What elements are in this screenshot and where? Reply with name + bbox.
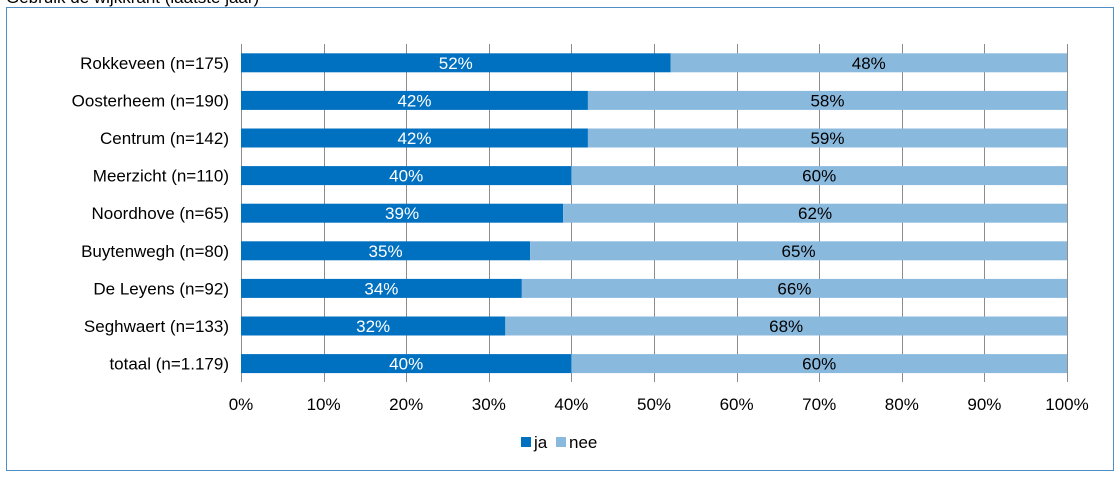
cropped-title-strip: Gebruik de wijkkrant (laatste jaar) — [0, 0, 1119, 8]
category-label: Rokkeveen (n=175) — [80, 54, 229, 73]
data-label-nee: 48% — [852, 54, 886, 73]
x-tick-label: 80% — [885, 395, 919, 414]
bar-ja — [241, 166, 572, 186]
data-label-nee: 58% — [810, 91, 844, 110]
data-label-nee: 60% — [802, 355, 836, 374]
data-label-ja: 40% — [389, 355, 423, 374]
data-label-ja: 52% — [439, 54, 473, 73]
bar-ja — [241, 90, 588, 110]
category-label: Seghwaert (n=133) — [84, 317, 229, 336]
data-label-nee: 62% — [798, 204, 832, 223]
x-tick-label: 30% — [472, 395, 506, 414]
category-label: Buytenwegh (n=80) — [81, 242, 229, 261]
x-tick-label: 60% — [720, 395, 754, 414]
category-label: Centrum (n=142) — [100, 129, 229, 148]
bar-ja — [241, 203, 564, 223]
category-label: Oosterheem (n=190) — [72, 91, 229, 110]
bar-nee — [587, 128, 1067, 148]
x-tick-label: 20% — [389, 395, 423, 414]
bar-ja — [241, 278, 522, 298]
bar-nee — [670, 53, 1067, 73]
legend-label-ja: ja — [533, 433, 548, 452]
x-tick-label: 90% — [967, 395, 1001, 414]
data-label-nee: 59% — [810, 129, 844, 148]
chart-area: Rokkeveen (n=175) 52% 48% Oosterheem (n=190… — [6, 7, 1114, 471]
legend-label-nee: nee — [569, 433, 597, 452]
bar-nee — [530, 241, 1067, 261]
x-tick-label: 40% — [554, 395, 588, 414]
x-tick-label: 100% — [1045, 395, 1088, 414]
x-tick-label: 50% — [637, 395, 671, 414]
bar-ja — [241, 354, 572, 374]
bar-ja — [241, 316, 506, 336]
x-tick-label: 70% — [802, 395, 836, 414]
stacked-bar-chart: Rokkeveen (n=175) 52% 48% Oosterheem (n=190… — [72, 44, 1089, 452]
data-label-nee: 68% — [769, 317, 803, 336]
data-label-nee: 66% — [777, 279, 811, 298]
x-tick-label: 0% — [229, 395, 254, 414]
bar-ja — [241, 241, 531, 261]
bar-nee — [571, 166, 1067, 186]
data-label-ja: 35% — [369, 242, 403, 261]
data-label-ja: 40% — [389, 167, 423, 186]
data-label-ja: 42% — [397, 129, 431, 148]
data-label-ja: 34% — [364, 279, 398, 298]
bar-nee — [505, 316, 1067, 336]
category-label: totaal (n=1.179) — [109, 355, 229, 374]
data-label-nee: 60% — [802, 167, 836, 186]
bar-nee — [587, 90, 1067, 110]
x-tick-label: 10% — [307, 395, 341, 414]
category-label: De Leyens (n=92) — [93, 279, 229, 298]
chart-heading: Gebruik de wijkkrant (laatste jaar) — [6, 0, 259, 8]
category-label: Noordhove (n=65) — [91, 204, 229, 223]
bar-nee — [571, 354, 1067, 374]
bar-nee — [521, 278, 1067, 298]
bar-ja — [241, 53, 671, 73]
data-label-ja: 39% — [385, 204, 419, 223]
bar-ja — [241, 128, 588, 148]
bar-nee — [563, 203, 1067, 223]
data-label-ja: 42% — [397, 91, 431, 110]
legend-swatch-ja — [521, 437, 531, 447]
data-label-ja: 32% — [356, 317, 390, 336]
legend-swatch-nee — [556, 437, 566, 447]
data-label-nee: 65% — [782, 242, 816, 261]
category-label: Meerzicht (n=110) — [93, 167, 229, 186]
